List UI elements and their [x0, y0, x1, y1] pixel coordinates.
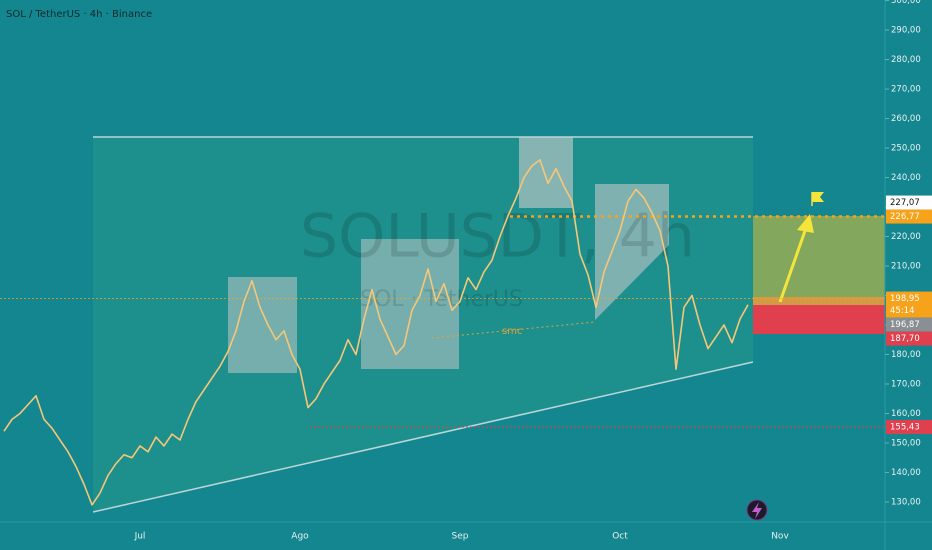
y-tick-label: 270,00	[891, 85, 921, 95]
trend-line	[92, 361, 754, 513]
price-label: 227,07	[890, 198, 920, 208]
y-tick-label: 170,00	[891, 379, 921, 389]
y-tick-label: 160,00	[891, 409, 921, 419]
price-label-box	[886, 317, 932, 332]
y-tick-label: 220,00	[891, 232, 921, 242]
price-label-box	[886, 209, 932, 224]
entry-zone	[753, 297, 885, 305]
price-label: 155,43	[890, 422, 920, 432]
price-label: 198,95	[890, 294, 920, 304]
event-bolt	[752, 502, 762, 519]
arrow-shaft	[778, 227, 808, 303]
y-tick-label: 300,00	[891, 0, 921, 6]
price-label-box	[886, 419, 932, 434]
chart-title: SOL / TetherUS · 4h · Binance	[6, 9, 152, 20]
y-tick-label: 210,00	[891, 262, 921, 272]
y-tick-label: 180,00	[891, 350, 921, 360]
y-tick-label: 150,00	[891, 438, 921, 448]
annotation: smc	[502, 326, 522, 337]
zone-box	[228, 277, 297, 373]
price-label: 196,87	[890, 320, 920, 330]
price-label-box	[886, 195, 932, 210]
x-tick-label: Nov	[771, 532, 789, 542]
x-tick-label: Jul	[134, 532, 146, 542]
y-tick-label: 260,00	[891, 114, 921, 124]
y-tick-label: 140,00	[891, 468, 921, 478]
x-tick-label: Ago	[291, 532, 309, 542]
price-label: 187,70	[890, 334, 920, 344]
zone-box	[595, 184, 669, 235]
y-tick-label: 240,00	[891, 173, 921, 183]
zone-box	[361, 239, 459, 369]
x-tick-label: Oct	[612, 532, 628, 542]
price-label: 226,77	[890, 212, 920, 222]
arrow-head	[797, 214, 814, 233]
y-tick-label: 280,00	[891, 55, 921, 65]
stop-zone	[753, 305, 885, 334]
y-tick-label: 250,00	[891, 144, 921, 154]
y-tick-label: 130,00	[891, 497, 921, 507]
target-zone	[753, 216, 885, 297]
flag	[812, 192, 824, 202]
y-tick-label: 290,00	[891, 26, 921, 36]
x-tick-label: Sep	[452, 532, 469, 542]
watermark: SOLUSDT, 4h	[300, 202, 695, 272]
countdown: 45:14	[890, 306, 915, 316]
price-label-box	[886, 331, 932, 346]
price-line	[3, 159, 749, 506]
price-label-box	[886, 291, 932, 318]
smc-line	[431, 321, 596, 339]
